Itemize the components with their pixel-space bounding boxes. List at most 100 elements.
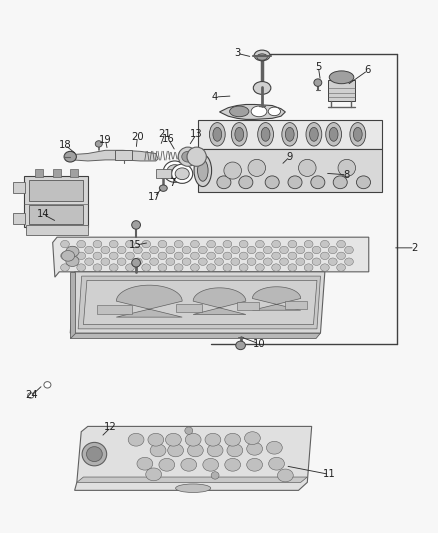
Text: 15: 15	[128, 240, 141, 250]
Ellipse shape	[141, 252, 150, 260]
Ellipse shape	[235, 341, 245, 350]
Ellipse shape	[77, 264, 85, 271]
Ellipse shape	[309, 176, 318, 182]
Ellipse shape	[85, 246, 93, 254]
Ellipse shape	[255, 252, 264, 260]
Ellipse shape	[158, 252, 166, 260]
Ellipse shape	[336, 252, 345, 260]
Ellipse shape	[212, 127, 221, 141]
Ellipse shape	[190, 264, 199, 271]
Ellipse shape	[64, 151, 76, 162]
Ellipse shape	[230, 258, 239, 265]
Ellipse shape	[255, 264, 264, 271]
Ellipse shape	[216, 176, 230, 189]
Ellipse shape	[214, 246, 223, 254]
Ellipse shape	[211, 472, 219, 479]
Ellipse shape	[263, 246, 272, 254]
Ellipse shape	[281, 123, 297, 146]
Ellipse shape	[85, 258, 93, 265]
Ellipse shape	[253, 82, 270, 94]
Ellipse shape	[141, 264, 150, 271]
Ellipse shape	[181, 151, 194, 162]
Ellipse shape	[246, 442, 262, 455]
Ellipse shape	[266, 441, 282, 454]
Ellipse shape	[190, 240, 199, 248]
Ellipse shape	[109, 264, 118, 271]
Polygon shape	[53, 237, 368, 277]
Text: 17: 17	[148, 192, 161, 201]
Text: 18: 18	[59, 140, 71, 150]
Ellipse shape	[60, 240, 69, 248]
Ellipse shape	[82, 442, 106, 466]
Ellipse shape	[133, 246, 142, 254]
Ellipse shape	[305, 123, 321, 146]
Ellipse shape	[271, 264, 280, 271]
Ellipse shape	[101, 258, 110, 265]
Ellipse shape	[224, 458, 240, 471]
Ellipse shape	[128, 433, 144, 446]
Ellipse shape	[158, 240, 166, 248]
Polygon shape	[24, 176, 88, 227]
Ellipse shape	[287, 176, 301, 189]
Polygon shape	[197, 149, 381, 192]
Ellipse shape	[279, 246, 288, 254]
Ellipse shape	[287, 240, 296, 248]
Ellipse shape	[336, 264, 345, 271]
Text: 4: 4	[212, 92, 218, 102]
Ellipse shape	[223, 240, 231, 248]
Ellipse shape	[131, 221, 140, 229]
Polygon shape	[197, 120, 381, 149]
Ellipse shape	[194, 155, 211, 187]
Ellipse shape	[190, 252, 199, 260]
Ellipse shape	[310, 176, 324, 189]
Ellipse shape	[159, 458, 174, 471]
Ellipse shape	[223, 264, 231, 271]
Ellipse shape	[277, 469, 293, 482]
Ellipse shape	[95, 141, 102, 147]
Ellipse shape	[239, 240, 247, 248]
Ellipse shape	[239, 264, 247, 271]
Text: 12: 12	[104, 423, 117, 432]
Ellipse shape	[206, 240, 215, 248]
Text: 6: 6	[364, 66, 370, 75]
Text: 8: 8	[343, 170, 349, 180]
Ellipse shape	[328, 246, 336, 254]
Bar	[328, 80, 354, 101]
Ellipse shape	[328, 258, 336, 265]
Ellipse shape	[109, 252, 118, 260]
Polygon shape	[252, 287, 300, 310]
Ellipse shape	[209, 123, 225, 146]
Ellipse shape	[109, 240, 118, 248]
Ellipse shape	[285, 127, 293, 141]
Ellipse shape	[60, 252, 69, 260]
Ellipse shape	[234, 127, 243, 141]
Text: 3: 3	[233, 49, 240, 58]
Ellipse shape	[239, 252, 247, 260]
Ellipse shape	[349, 123, 365, 146]
Ellipse shape	[287, 252, 296, 260]
Polygon shape	[70, 272, 74, 338]
Ellipse shape	[101, 246, 110, 254]
Text: 16: 16	[161, 134, 174, 143]
Ellipse shape	[257, 123, 273, 146]
Ellipse shape	[68, 246, 77, 254]
Ellipse shape	[295, 246, 304, 254]
Ellipse shape	[150, 444, 166, 457]
Ellipse shape	[178, 147, 197, 166]
Text: 5: 5	[314, 62, 321, 71]
Ellipse shape	[256, 54, 267, 60]
Ellipse shape	[356, 176, 370, 189]
Ellipse shape	[184, 427, 192, 434]
Ellipse shape	[344, 246, 353, 254]
Ellipse shape	[255, 240, 264, 248]
Ellipse shape	[174, 264, 183, 271]
Ellipse shape	[271, 252, 280, 260]
Ellipse shape	[247, 159, 265, 176]
Bar	[70, 169, 78, 177]
Ellipse shape	[125, 264, 134, 271]
Ellipse shape	[187, 147, 206, 166]
Ellipse shape	[202, 458, 218, 471]
Polygon shape	[193, 288, 245, 314]
Ellipse shape	[229, 106, 248, 117]
Ellipse shape	[207, 444, 223, 457]
